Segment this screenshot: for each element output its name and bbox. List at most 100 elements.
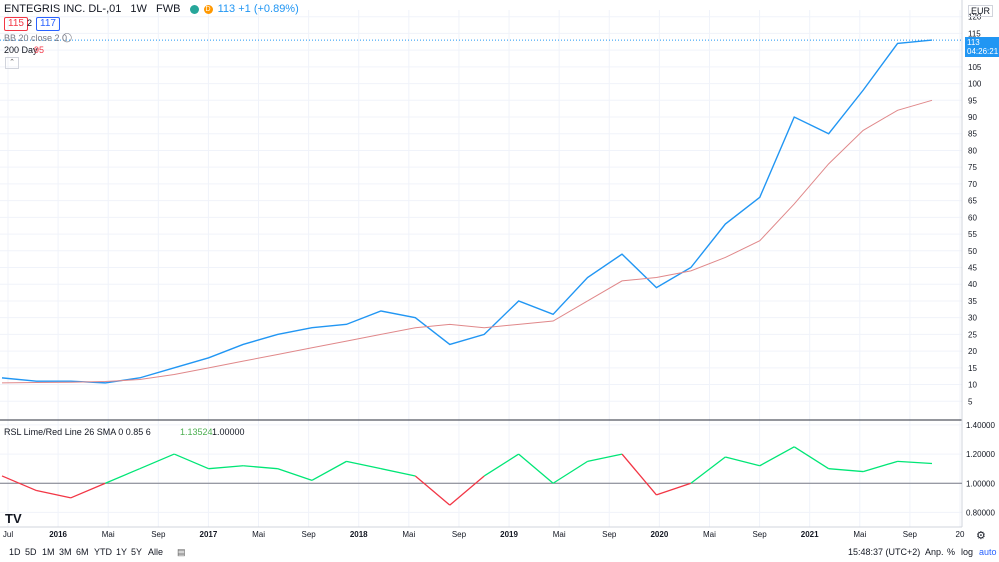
price-tick-label: 65 [968,197,977,206]
time-tick-label: 2020 [650,530,668,539]
indicator-segment [828,468,864,473]
time-tick-label: Sep [151,530,166,539]
adjust-toggle[interactable]: Anp. [925,547,944,557]
indicator-tick-label: 0.80000 [966,508,995,517]
indicator-label[interactable]: RSL Lime/Red Line 26 SMA 0 0.85 6 [4,427,151,437]
quote: 113 +1 (+0.89%) [217,3,299,15]
price-tick-label: 45 [968,264,977,273]
time-tick-label: Mai [102,530,115,539]
log-toggle[interactable]: log [961,547,974,557]
range-5y[interactable]: 5Y [131,547,143,557]
indicator-segment [725,456,760,467]
time-tick-label: Mai [402,530,415,539]
goto-date-icon[interactable]: ▤ [177,547,186,557]
last-price: 113 [967,38,980,47]
indicator-segment [1,475,37,492]
last-price-badge: 113 04:26:21 [965,37,999,57]
time-tick-label: Sep [752,530,767,539]
ma-label[interactable]: 200 Day [4,45,38,55]
symbol-name[interactable]: ENTEGRIS INC. DL-,01 [4,3,122,15]
range-1m[interactable]: 1M [42,547,55,557]
indicator-segment [208,465,244,470]
price-tick-label: 120 [968,13,982,22]
price-tick-label: 70 [968,180,977,189]
indicator-segment [36,489,72,499]
price-tick-label: 10 [968,381,977,390]
indicator-value2: 1.00000 [212,427,245,437]
range-5d[interactable]: 5D [25,547,37,557]
chart-header: ENTEGRIS INC. DL-,01 1W FWB D 113 +1 (+0… [4,3,305,15]
range-6m[interactable]: 6M [76,547,89,557]
price-tick-label: 100 [968,80,982,89]
range-1y[interactable]: 1Y [116,547,128,557]
indicator-segment [346,460,382,470]
indicator-segment [862,460,898,473]
price-tick-label: 50 [968,247,977,256]
indicator-segment [173,453,209,470]
time-tick-label: Sep [302,530,317,539]
time-tick-label: 2017 [200,530,218,539]
time-tick-label: Mai [703,530,716,539]
currency-select[interactable]: EUR [968,5,994,17]
spread: 2 [27,18,33,28]
price-tick-label: 75 [968,163,977,172]
range-1d[interactable]: 1D [9,547,21,557]
indicator-tick-label: 1.40000 [966,421,995,430]
delayed-icon: D [203,4,213,14]
indicator-segment [587,453,623,463]
time-tick-label: 2021 [801,530,819,539]
market-status-icon [189,4,199,14]
indicator-segment [414,475,451,506]
auto-toggle[interactable]: auto [979,547,997,557]
price-tick-label: 40 [968,280,977,289]
time-tick-label: Sep [903,530,918,539]
tradingview-logo[interactable]: TV [5,511,22,526]
bottom-toolbar: 1D 5D 1M 3M 6M YTD 1Y 5Y Alle ▤ 15:48:37… [0,544,999,562]
percent-toggle[interactable]: % [947,547,956,557]
indicator-tick-label: 1.20000 [966,450,995,459]
indicator-segment [656,482,692,496]
settings-gear-icon[interactable]: ⚙ [976,530,986,542]
price-tick-label: 55 [968,230,977,239]
bb-label[interactable]: BB 20 close 2 0 [4,33,68,43]
indicator-segment [552,460,588,484]
price-tick-label: 15 [968,364,977,373]
indicator-segment [483,453,520,477]
clock-time[interactable]: 15:48:37 (UTC+2) [848,547,921,557]
indicator-segment [897,460,933,465]
indicator-value1: 1.13524 [180,427,213,437]
countdown: 04:26:21 [967,47,999,56]
price-tick-label: 25 [968,330,977,339]
indicator-segment [449,475,485,506]
time-tick-label: Mai [252,530,265,539]
ma-line [1,99,933,384]
time-tick-label: 20 [956,530,965,539]
price-tick-label: 115 [968,29,981,38]
indicator-segment [518,453,554,484]
collapse-chevron-icon[interactable]: ⌃ [5,57,19,69]
indicator-segment [311,460,347,481]
price-tick-label: 5 [968,397,973,406]
time-tick-label: Jul [3,530,13,539]
bid-badge: 115 [4,17,28,31]
interval[interactable]: 1W [130,3,147,15]
price-tick-label: 105 [968,63,982,72]
indicator-segment [139,453,175,470]
price-tick-label: 90 [968,113,977,122]
time-tick-label: Sep [602,530,617,539]
price-tick-label: 20 [968,347,977,356]
ask-badge: 117 [36,17,60,31]
range-ytd[interactable]: YTD [94,547,112,557]
price-line [1,39,933,384]
eye-icon[interactable]: ◯ [62,32,73,42]
price-tick-label: 60 [968,213,977,222]
time-tick-label: 2019 [500,530,518,539]
range-all[interactable]: Alle [148,547,164,557]
ma-value: 95 [34,45,45,55]
range-3m[interactable]: 3M [59,547,72,557]
time-tick-label: Mai [853,530,866,539]
price-tick-label: 35 [968,297,977,306]
exchange: FWB [155,3,181,15]
price-tick-label: 95 [968,96,977,105]
